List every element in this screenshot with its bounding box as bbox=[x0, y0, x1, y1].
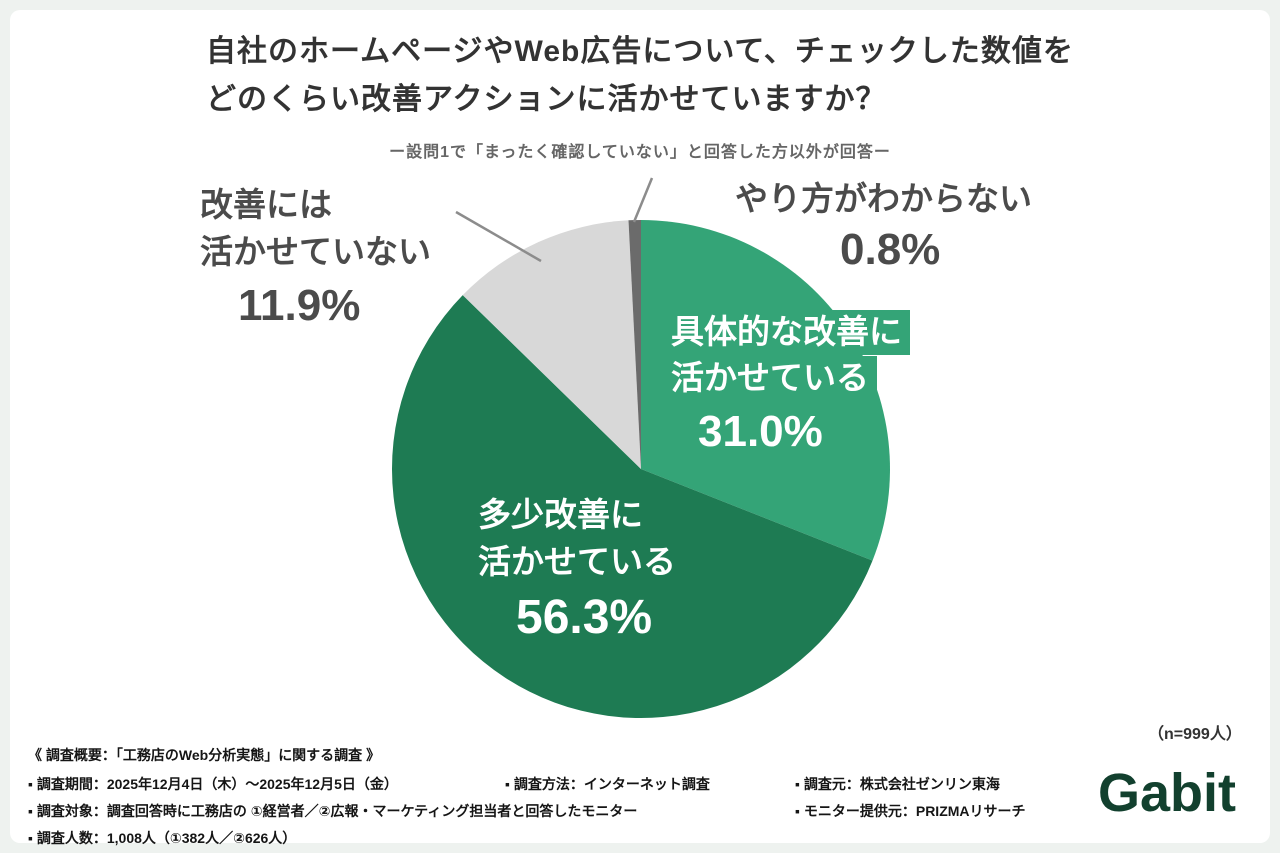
chart-card bbox=[10, 10, 1270, 843]
chart-subtitle: ー設問1で「まったく確認していない」と回答した方以外が回答ー bbox=[389, 144, 891, 161]
survey-source: ▪ 調査元：株式会社ゼンリン東海 bbox=[795, 776, 1000, 792]
survey-period: ▪ 調査期間：2025年12月4日（木）〜2025年12月5日（金） bbox=[28, 776, 398, 792]
slice-pct-dont-know-how: 0.8% bbox=[840, 225, 941, 274]
gabit-logo: Gabit bbox=[1098, 763, 1237, 823]
slice-label-concrete-1: 具体的な改善に bbox=[663, 310, 910, 355]
survey-monitor-provider: ▪ モニター提供元：PRIZMAリサーチ bbox=[795, 803, 1026, 819]
slice-label-dont-know-how: やり方がわからない bbox=[735, 180, 1032, 217]
survey-overview: 《 調査概要：「工務店のWeb分析実態」に関する調査 》 bbox=[28, 747, 381, 763]
survey-count: ▪ 調査人数：1,008人（①382人／②626人） bbox=[28, 830, 297, 846]
title-line-1: 自社のホームページやWeb広告について、チェックした数値を bbox=[206, 35, 1074, 68]
page-title: 自社のホームページやWeb広告について、チェックした数値を どのくらい改善アクシ… bbox=[206, 28, 1074, 124]
slice-label-not-utilized-2: 活かせていない bbox=[200, 233, 431, 270]
survey-target: ▪ 調査対象：調査回答時に工務店の ①経営者／②広報・マーケティング担当者と回答… bbox=[28, 803, 638, 819]
title-block: 自社のホームページやWeb広告について、チェックした数値を どのくらい改善アクシ… bbox=[0, 28, 1280, 124]
slice-pct-concrete: 31.0% bbox=[698, 407, 823, 456]
slice-pct-not-utilized: 11.9% bbox=[238, 281, 361, 330]
title-line-2: どのくらい改善アクションに活かせていますか？ bbox=[206, 83, 887, 116]
sample-size-note: （n=999人） bbox=[1148, 726, 1242, 743]
slice-label-somewhat-1: 多少改善に bbox=[478, 496, 643, 533]
slice-label-not-utilized-1: 改善には bbox=[200, 186, 332, 223]
slice-label-somewhat-2: 活かせている bbox=[478, 543, 676, 580]
slice-pct-somewhat: 56.3% bbox=[516, 591, 653, 644]
slice-label-concrete-2: 活かせている bbox=[663, 356, 877, 401]
survey-method: ▪ 調査方法：インターネット調査 bbox=[505, 776, 710, 792]
